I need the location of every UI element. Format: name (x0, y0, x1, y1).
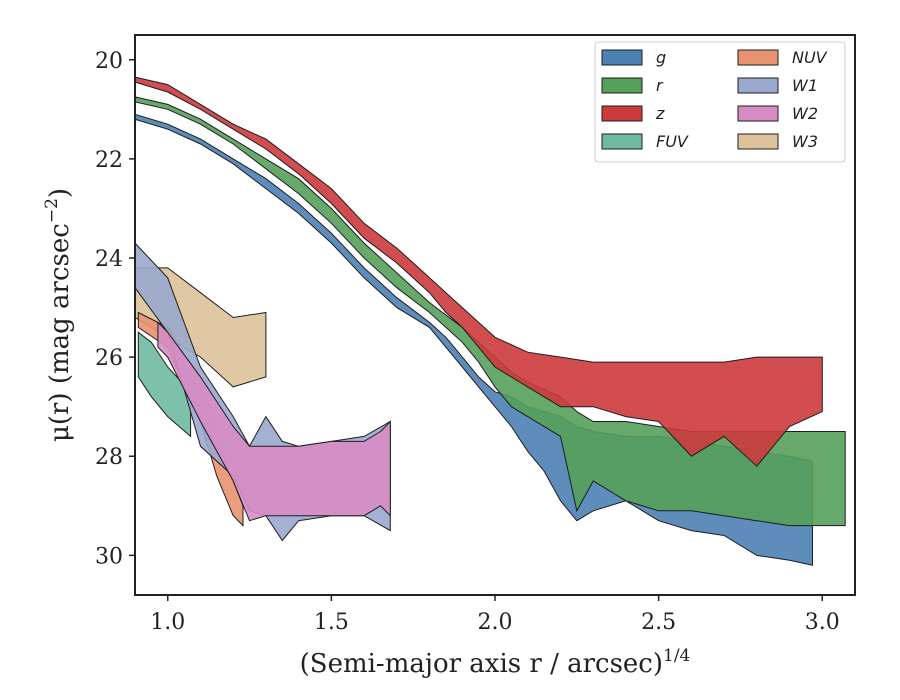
legend-swatch-nuv (737, 49, 779, 66)
x-tick-label: 2.0 (478, 610, 513, 635)
profile-bands (134, 76, 846, 566)
band-r (134, 96, 846, 527)
y-tick-label: 30 (95, 544, 123, 569)
band-z (134, 76, 823, 467)
legend-label-w2: W2 (792, 104, 818, 123)
x-tick-label: 1.0 (150, 610, 185, 635)
legend-label-fuv: FUV (656, 132, 689, 151)
x-tick-label: 2.5 (641, 610, 676, 635)
x-tick-label: 1.5 (314, 610, 349, 635)
y-tick-label: 22 (95, 148, 123, 173)
legend-label-z: z (655, 104, 665, 123)
legend-label-w3: W3 (792, 132, 818, 151)
legend-label-w1: W1 (792, 76, 818, 95)
y-tick-label: 28 (95, 445, 123, 470)
y-tick-label: 26 (95, 346, 123, 371)
y-tick-label: 24 (95, 247, 123, 272)
legend-swatch-w3 (737, 133, 779, 150)
x-axis-label: (Semi-major axis r / arcsec)1/4 (300, 646, 691, 679)
legend-swatch-z (601, 105, 643, 122)
legend-swatch-w1 (737, 77, 779, 94)
legend-label-r: r (656, 76, 664, 95)
legend-swatch-g (601, 49, 643, 66)
x-tick-label: 3.0 (805, 610, 840, 635)
band-w2 (157, 321, 391, 522)
x-axis-ticks: 1.0 1.5 2.0 2.5 3.0 (150, 595, 840, 635)
legend-label-g: g (656, 48, 666, 67)
y-axis-label-exponent: −2 (42, 198, 62, 223)
x-axis-label-exponent: 1/4 (663, 646, 690, 666)
legend-swatch-fuv (601, 133, 643, 150)
y-tick-label: 20 (95, 49, 123, 74)
legend-label-nuv: NUV (792, 48, 828, 67)
y-axis-label: μ(r) (mag arcsec−2) (42, 188, 75, 442)
legend-frame (594, 41, 846, 163)
legend-swatch-w2 (737, 105, 779, 122)
y-axis-label-close: ) (45, 188, 75, 198)
band-fuv (137, 331, 192, 438)
legend: grz FUV NUV W1 W2 W3 (594, 41, 846, 163)
y-axis-ticks: 20 22 24 26 28 30 (95, 49, 135, 569)
legend-swatch-r (601, 77, 643, 94)
